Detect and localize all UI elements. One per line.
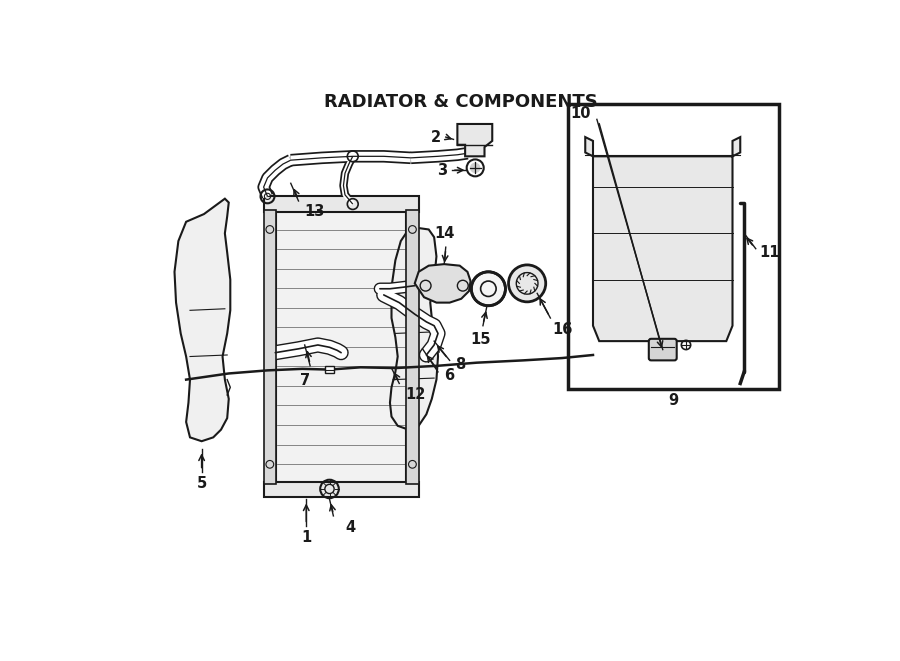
- Circle shape: [472, 272, 506, 305]
- Text: 10: 10: [571, 106, 590, 122]
- Text: 9: 9: [669, 393, 679, 408]
- Text: 5: 5: [196, 476, 207, 491]
- FancyBboxPatch shape: [649, 339, 677, 360]
- Bar: [406, 210, 419, 484]
- Text: 14: 14: [434, 226, 454, 241]
- Polygon shape: [175, 199, 230, 442]
- Text: 3: 3: [437, 163, 447, 178]
- Bar: [264, 482, 418, 498]
- Text: RADIATOR & COMPONENTS: RADIATOR & COMPONENTS: [324, 93, 598, 111]
- Bar: [276, 210, 406, 484]
- Text: 16: 16: [553, 322, 573, 337]
- Bar: [568, 104, 779, 389]
- Bar: [264, 210, 276, 484]
- Bar: [264, 196, 418, 212]
- Circle shape: [508, 265, 545, 302]
- Bar: [325, 366, 334, 373]
- Polygon shape: [415, 264, 471, 303]
- Text: 8: 8: [455, 357, 465, 371]
- Text: 2: 2: [431, 130, 441, 145]
- Text: 11: 11: [760, 245, 780, 260]
- Text: 6: 6: [445, 368, 455, 383]
- Text: 4: 4: [345, 520, 356, 535]
- Text: 1: 1: [302, 529, 311, 545]
- Text: 15: 15: [471, 332, 491, 347]
- Text: 7: 7: [300, 373, 310, 389]
- Text: 12: 12: [405, 387, 426, 403]
- Text: 13: 13: [305, 204, 325, 219]
- Polygon shape: [390, 228, 438, 430]
- Polygon shape: [457, 124, 492, 156]
- Circle shape: [471, 163, 480, 173]
- Polygon shape: [585, 137, 740, 341]
